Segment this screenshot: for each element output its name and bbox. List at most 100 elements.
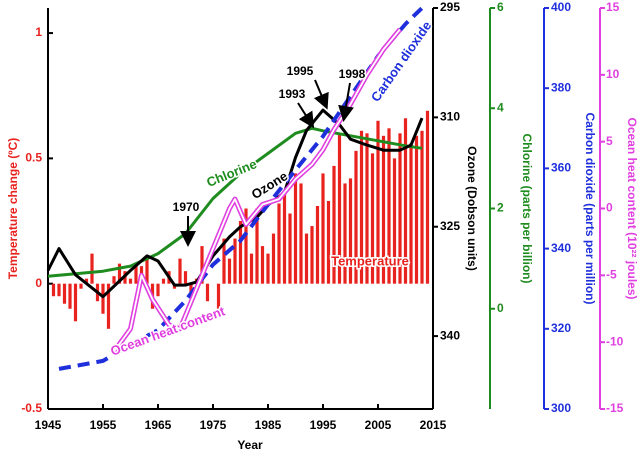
bar bbox=[332, 165, 336, 284]
right-tick-label: 400 bbox=[551, 0, 571, 14]
bar bbox=[161, 278, 166, 284]
bar bbox=[381, 135, 386, 284]
bar bbox=[200, 246, 204, 284]
bar bbox=[403, 118, 408, 284]
bar bbox=[310, 226, 314, 284]
bar bbox=[348, 178, 353, 284]
bar bbox=[128, 278, 133, 284]
bar bbox=[365, 133, 369, 284]
x-tick-label: 1965 bbox=[145, 418, 172, 432]
bar bbox=[370, 153, 375, 284]
series-label: Temperature bbox=[331, 253, 409, 268]
series-line bbox=[58, 6, 424, 371]
bar bbox=[409, 143, 413, 284]
bar bbox=[156, 283, 160, 297]
bar bbox=[315, 205, 320, 284]
bar bbox=[101, 283, 105, 314]
right-tick-label: 310 bbox=[440, 110, 460, 124]
bar bbox=[222, 238, 226, 284]
bar bbox=[106, 283, 111, 329]
y-axis-title: Temperature change (ºC) bbox=[6, 138, 20, 280]
bar bbox=[376, 120, 380, 284]
right-tick-label: 2 bbox=[497, 201, 504, 215]
bar bbox=[277, 203, 281, 284]
bar bbox=[62, 283, 67, 304]
bar bbox=[414, 135, 419, 284]
right-axis-title: Ocean heat content (10²² joules) bbox=[625, 117, 639, 299]
bar bbox=[79, 283, 83, 289]
bar bbox=[117, 263, 122, 284]
annotation: 1993 bbox=[279, 87, 306, 101]
right-tick-label: 340 bbox=[551, 241, 571, 255]
y-tick-label: 1 bbox=[35, 25, 42, 39]
x-tick-label: 1975 bbox=[200, 418, 227, 432]
bar bbox=[183, 271, 188, 284]
x-tick-label: 1945 bbox=[35, 418, 62, 432]
bar bbox=[288, 213, 292, 284]
right-tick-label: 300 bbox=[551, 401, 571, 415]
bar bbox=[255, 208, 259, 284]
bar bbox=[343, 183, 347, 284]
right-tick-label: -15 bbox=[606, 401, 624, 415]
right-axis-title: Carbon dioxide (parts per million) bbox=[583, 112, 597, 304]
annotation-arrow bbox=[313, 79, 329, 110]
bar bbox=[398, 133, 402, 284]
bar bbox=[90, 253, 94, 284]
bar bbox=[359, 130, 364, 284]
bar bbox=[282, 190, 287, 284]
bar bbox=[73, 283, 78, 322]
right-tick-label: 4 bbox=[497, 100, 504, 114]
bar bbox=[227, 258, 232, 284]
right-axis-title: Ozone (Dobson units) bbox=[465, 146, 479, 271]
bar bbox=[392, 158, 397, 284]
bar bbox=[293, 173, 298, 284]
bar bbox=[57, 283, 61, 297]
bar bbox=[387, 128, 391, 284]
right-tick-label: 15 bbox=[606, 0, 620, 14]
bar bbox=[326, 200, 331, 284]
bar bbox=[337, 133, 342, 284]
bar bbox=[299, 183, 303, 284]
annotation: 1998 bbox=[339, 67, 366, 81]
bar bbox=[178, 258, 182, 284]
right-tick-label: -10 bbox=[606, 334, 624, 348]
bar bbox=[233, 238, 237, 284]
bar bbox=[205, 283, 210, 302]
bar bbox=[420, 130, 424, 284]
bar bbox=[145, 258, 149, 284]
right-tick-label: 340 bbox=[440, 328, 460, 342]
right-tick-label: 0 bbox=[497, 301, 504, 315]
bar bbox=[354, 150, 358, 284]
series-label: Chlorine bbox=[204, 156, 259, 190]
right-axis-title: Chlorine (parts per billion) bbox=[520, 133, 534, 283]
x-axis-title: Year bbox=[237, 438, 263, 452]
x-tick-label: 1985 bbox=[255, 418, 282, 432]
bar bbox=[238, 221, 243, 284]
bar bbox=[244, 208, 248, 284]
right-tick-label: 295 bbox=[440, 0, 460, 14]
bar bbox=[134, 263, 138, 284]
bar bbox=[425, 110, 430, 284]
x-tick-label: 1955 bbox=[90, 418, 117, 432]
annotation-arrow bbox=[297, 102, 315, 129]
right-tick-label: 10 bbox=[606, 67, 620, 81]
right-tick-label: 320 bbox=[551, 321, 571, 335]
y-tick-label: 0 bbox=[35, 276, 42, 290]
bar bbox=[304, 233, 309, 284]
bar bbox=[321, 173, 325, 284]
right-tick-label: 380 bbox=[551, 80, 571, 94]
bar bbox=[266, 253, 270, 284]
bar bbox=[260, 246, 265, 284]
right-tick-label: 6 bbox=[497, 0, 504, 14]
series-line bbox=[47, 126, 423, 278]
x-tick-label: 2015 bbox=[420, 418, 447, 432]
bar bbox=[68, 283, 72, 309]
bar bbox=[51, 283, 56, 297]
bar bbox=[271, 233, 276, 284]
x-tick-label: 2005 bbox=[365, 418, 392, 432]
bar bbox=[189, 283, 193, 297]
bar bbox=[84, 278, 89, 284]
y-tick-label: -0.5 bbox=[21, 401, 42, 415]
right-tick-label: 5 bbox=[606, 134, 613, 148]
